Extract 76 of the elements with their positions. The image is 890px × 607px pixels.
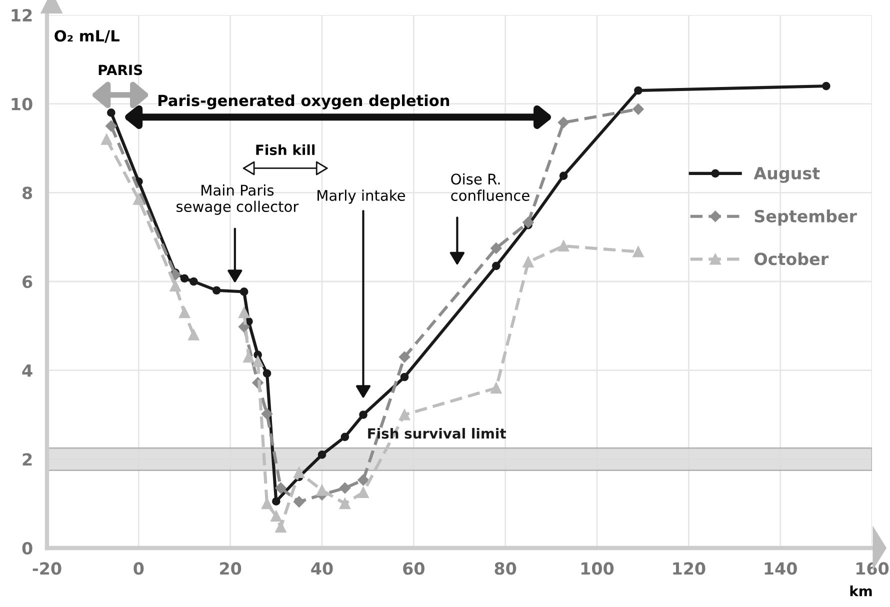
point (316, 484, 328, 496)
x-tick-label: 0 (134, 562, 144, 575)
point (359, 410, 368, 419)
point (490, 382, 502, 394)
point (101, 134, 112, 145)
y-tick-label: 2 (22, 453, 32, 466)
point (358, 474, 369, 486)
y-tick-label: 6 (22, 275, 32, 288)
point (270, 510, 282, 522)
x-axis-title: km (850, 586, 872, 596)
point (190, 277, 198, 286)
point (170, 280, 181, 292)
y-tick-label: 10 (12, 98, 32, 110)
point (106, 120, 117, 132)
point (243, 351, 254, 363)
point (632, 104, 644, 115)
x-tick-label: 60 (403, 562, 424, 575)
point (294, 466, 305, 478)
legend-label: August (754, 167, 820, 183)
point (558, 116, 570, 128)
point (558, 240, 570, 252)
point (252, 356, 264, 368)
point (272, 497, 280, 506)
point (261, 408, 273, 420)
x-tick-label: 120 (673, 562, 706, 575)
point (180, 274, 189, 283)
point (339, 482, 351, 494)
annotation: Fish kill (256, 144, 315, 156)
y-tick-label: 8 (22, 186, 32, 200)
point (400, 372, 409, 382)
point (240, 288, 248, 296)
point (261, 498, 273, 510)
point (262, 369, 272, 378)
point (212, 286, 221, 295)
x-tick-label: 40 (311, 562, 333, 575)
point (178, 307, 190, 318)
point (339, 498, 350, 510)
point (293, 496, 305, 508)
y-tick-label: 0 (22, 542, 32, 555)
point (522, 216, 534, 228)
point (275, 522, 286, 533)
point (358, 486, 369, 498)
point (634, 86, 642, 95)
point (822, 82, 830, 90)
point (107, 108, 116, 117)
point (318, 450, 326, 459)
legend-label: September (754, 210, 857, 226)
point (492, 262, 500, 270)
point (490, 242, 502, 254)
x-tick-label: 160 (856, 562, 889, 575)
annotation: Main Paris sewage collector (176, 184, 299, 215)
point (340, 432, 350, 442)
point (188, 329, 200, 340)
legend-label: October (754, 252, 829, 266)
x-tick-label: 80 (494, 562, 516, 575)
x-tick-label: 20 (220, 562, 242, 575)
y-axis-title: O₂ mL/L (54, 30, 120, 43)
x-tick-label: 100 (581, 562, 614, 575)
point (398, 351, 410, 363)
point (632, 246, 644, 258)
point (275, 482, 286, 494)
point (133, 194, 144, 205)
annotation: PARIS (98, 64, 142, 76)
point (522, 256, 534, 268)
band-label: Fish survival limit (368, 428, 506, 439)
point (238, 321, 250, 332)
point (398, 409, 410, 420)
y-tick-label: 4 (22, 364, 32, 377)
x-tick-label: -20 (32, 562, 62, 575)
x-tick-label: 140 (764, 562, 797, 575)
point (238, 307, 250, 318)
annotation: Marly intake (318, 190, 406, 204)
annotation: Paris-generated oxygen depletion (158, 94, 450, 110)
annotation: Oise R. confluence (451, 173, 530, 201)
y-tick-label: 12 (12, 8, 32, 22)
point (559, 172, 568, 180)
